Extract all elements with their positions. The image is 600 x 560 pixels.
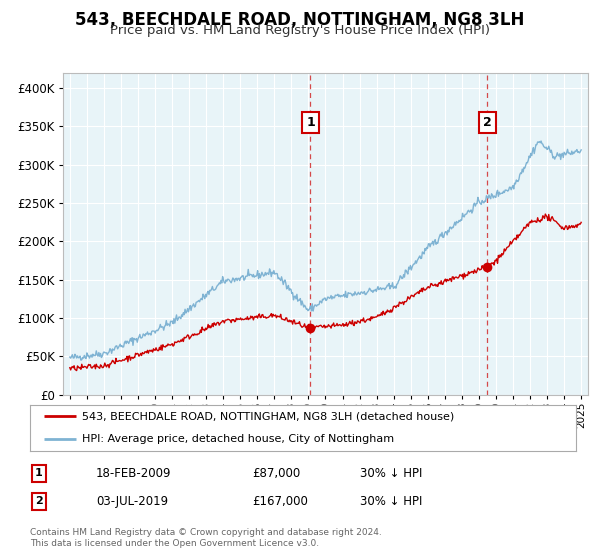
Text: 1: 1 bbox=[306, 116, 315, 129]
Text: £87,000: £87,000 bbox=[252, 466, 300, 480]
Text: 2: 2 bbox=[483, 116, 492, 129]
Text: 03-JUL-2019: 03-JUL-2019 bbox=[96, 494, 168, 508]
Text: 543, BEECHDALE ROAD, NOTTINGHAM, NG8 3LH (detached house): 543, BEECHDALE ROAD, NOTTINGHAM, NG8 3LH… bbox=[82, 412, 454, 421]
Text: 30% ↓ HPI: 30% ↓ HPI bbox=[360, 466, 422, 480]
Text: 543, BEECHDALE ROAD, NOTTINGHAM, NG8 3LH: 543, BEECHDALE ROAD, NOTTINGHAM, NG8 3LH bbox=[76, 11, 524, 29]
Text: Contains HM Land Registry data © Crown copyright and database right 2024.
This d: Contains HM Land Registry data © Crown c… bbox=[30, 528, 382, 548]
Text: £167,000: £167,000 bbox=[252, 494, 308, 508]
Text: 30% ↓ HPI: 30% ↓ HPI bbox=[360, 494, 422, 508]
Text: 18-FEB-2009: 18-FEB-2009 bbox=[96, 466, 172, 480]
Text: 1: 1 bbox=[35, 468, 43, 478]
Text: 2: 2 bbox=[35, 496, 43, 506]
Text: Price paid vs. HM Land Registry's House Price Index (HPI): Price paid vs. HM Land Registry's House … bbox=[110, 24, 490, 36]
Text: HPI: Average price, detached house, City of Nottingham: HPI: Average price, detached house, City… bbox=[82, 435, 394, 444]
